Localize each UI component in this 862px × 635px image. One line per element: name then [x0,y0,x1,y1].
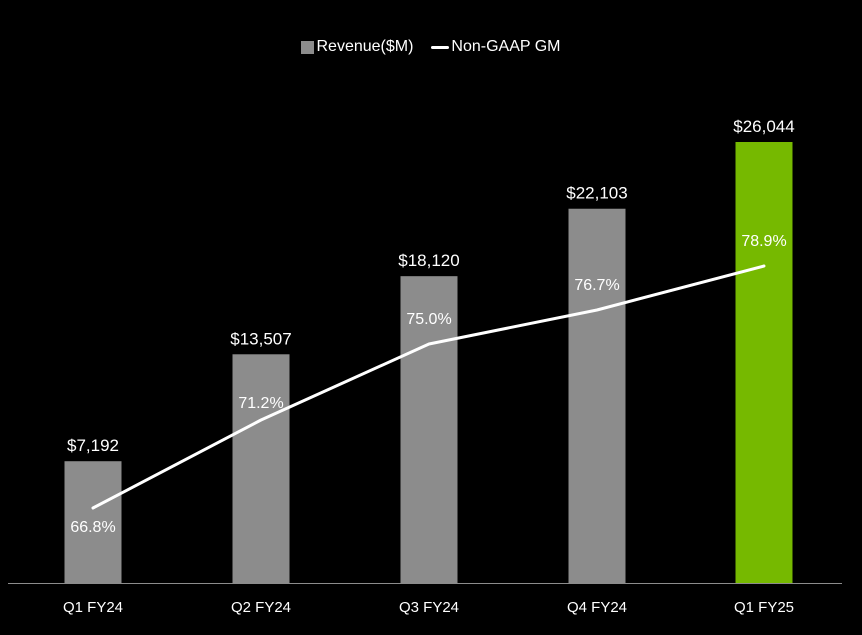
legend-label-gm: Non-GAAP GM [451,38,561,55]
x-tick-label-4: Q1 FY25 [734,599,794,616]
bar-label-0: $7,192 [67,436,119,455]
x-tick-label-3: Q4 FY24 [567,599,627,616]
gm-label-2: 75.0% [406,311,451,328]
x-tick-label-0: Q1 FY24 [63,599,123,616]
bar-3 [568,208,626,584]
bar-1 [232,354,290,583]
gm-label-1: 71.2% [238,395,283,412]
legend-swatch-revenue [301,40,315,54]
legend-swatch-gm [431,45,450,49]
bar-2 [400,276,458,583]
bar-label-4: $26,044 [733,117,794,136]
legend-item-gm: Non-GAAP GM [431,38,561,56]
gm-line [91,264,766,510]
gm-label-4: 78.9% [741,233,786,250]
bar-0 [64,461,122,583]
legend-label-revenue: Revenue($M) [316,38,414,55]
gm-label-3: 76.7% [574,277,619,294]
bar-4 [735,142,793,583]
legend-item-revenue: Revenue($M) [301,38,413,56]
gm-label-0: 66.8% [70,519,115,536]
x-tick-label-2: Q3 FY24 [399,599,459,616]
bar-label-3: $22,103 [566,184,627,203]
bar-label-2: $18,120 [398,251,459,270]
chart-legend: Revenue($M) Non-GAAP GM [0,38,862,56]
x-tick-label-1: Q2 FY24 [231,599,291,616]
bar-label-1: $13,507 [230,329,291,348]
